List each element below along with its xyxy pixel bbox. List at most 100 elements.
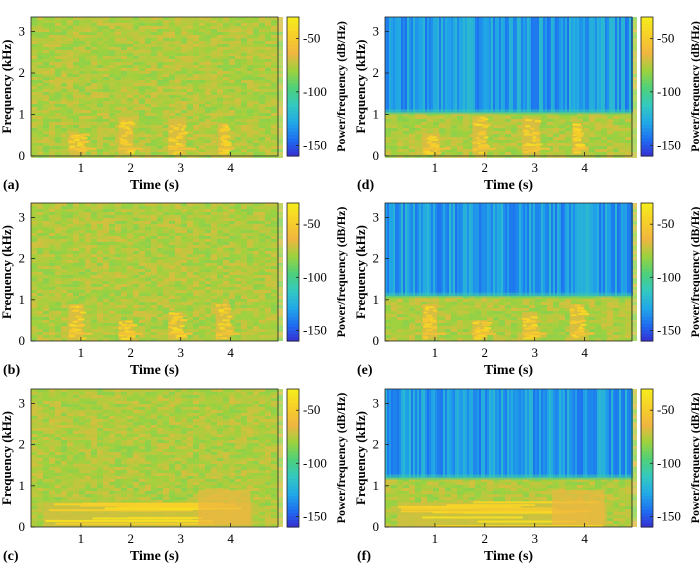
noise-cell	[37, 395, 43, 398]
noise-cell	[265, 398, 271, 401]
noise-cell	[55, 65, 61, 68]
noise-cell	[223, 416, 229, 419]
noise-cell	[199, 137, 205, 140]
noise-cell	[175, 32, 181, 35]
noise-cell	[217, 47, 223, 50]
noise-cell	[169, 263, 175, 266]
noise-cell	[79, 20, 85, 23]
noise-cell	[259, 278, 265, 281]
noise-cell	[247, 296, 253, 299]
noise-cell	[139, 233, 145, 236]
noise-cell	[85, 284, 91, 287]
noise-cell	[181, 26, 187, 29]
noise-cell	[103, 104, 109, 107]
noise-cell	[31, 296, 37, 299]
noise-cell	[211, 245, 217, 248]
noise-cell	[223, 269, 229, 272]
noise-cell	[229, 29, 235, 32]
noise-cell	[163, 218, 169, 221]
noise-cell	[145, 326, 151, 329]
noise-cell	[145, 80, 151, 83]
noise-cell	[151, 428, 157, 431]
colorbar-segment	[287, 248, 299, 252]
noise-cell	[217, 416, 223, 419]
noise-cell	[43, 29, 49, 32]
noise-cell	[151, 137, 157, 140]
noise-cell	[187, 62, 193, 65]
noise-cell	[97, 68, 103, 71]
noise-cell	[181, 260, 187, 263]
noise-cell	[115, 404, 121, 407]
noise-cell	[133, 134, 139, 137]
noise-cell	[37, 206, 43, 209]
noise-cell	[43, 89, 49, 92]
noise-cell	[205, 296, 211, 299]
noise-cell	[253, 389, 259, 392]
noise-cell	[265, 47, 271, 50]
noise-cell	[223, 413, 229, 416]
noise-cell	[103, 47, 109, 50]
noise-cell	[43, 44, 49, 47]
noise-cell	[103, 110, 109, 113]
noise-cell	[55, 239, 61, 242]
noise-cell	[133, 266, 139, 269]
noise-cell	[169, 98, 175, 101]
noise-cell	[193, 251, 199, 254]
noise-cell	[97, 416, 103, 419]
noise-cell	[175, 431, 181, 434]
noise-cell	[55, 278, 61, 281]
noise-cell	[253, 428, 259, 431]
noise-cell	[49, 119, 55, 122]
noise-cell	[229, 206, 235, 209]
noise-cell	[49, 239, 55, 242]
noise-cell	[133, 299, 139, 302]
noise-cell	[115, 302, 121, 305]
noise-cell	[157, 410, 163, 413]
noise-cell	[217, 35, 223, 38]
noise-cell	[265, 326, 271, 329]
noise-cell	[157, 125, 163, 128]
noise-cell	[151, 125, 157, 128]
noise-cell	[157, 284, 163, 287]
noise-cell	[181, 428, 187, 431]
noise-cell	[217, 431, 223, 434]
noise-cell	[175, 212, 181, 215]
noise-cell	[235, 389, 241, 392]
noise-cell	[109, 257, 115, 260]
noise-cell	[85, 131, 91, 134]
noise-cell	[61, 203, 67, 206]
noise-cell	[97, 116, 103, 119]
noise-cell	[127, 401, 133, 404]
noise-cell	[199, 20, 205, 23]
noise-cell	[199, 242, 205, 245]
noise-cell	[175, 215, 181, 218]
noise-cell	[145, 245, 151, 248]
noise-cell	[43, 335, 49, 338]
noise-cell	[259, 317, 265, 320]
noise-cell	[241, 140, 247, 143]
noise-cell	[265, 71, 271, 74]
noise-cell	[91, 317, 97, 320]
noise-cell	[265, 209, 271, 212]
noise-cell	[91, 89, 97, 92]
noise-cell	[55, 20, 61, 23]
noise-cell	[79, 389, 85, 392]
noise-cell	[67, 275, 73, 278]
noise-cell	[253, 245, 259, 248]
noise-cell	[85, 62, 91, 65]
noise-cell	[121, 431, 127, 434]
noise-cell	[85, 65, 91, 68]
noise-cell	[205, 17, 211, 20]
noise-cell	[163, 245, 169, 248]
noise-cell	[31, 98, 37, 101]
noise-cell	[199, 299, 205, 302]
noise-cell	[49, 233, 55, 236]
noise-cell	[31, 416, 37, 419]
noise-cell	[157, 107, 163, 110]
noise-cell	[91, 20, 97, 23]
noise-cell	[229, 104, 235, 107]
noise-cell	[241, 242, 247, 245]
noise-cell	[187, 272, 193, 275]
noise-cell	[247, 275, 253, 278]
noise-cell	[175, 242, 181, 245]
